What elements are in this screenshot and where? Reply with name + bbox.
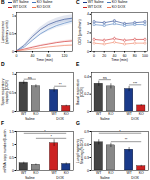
svg-text:2: 2 xyxy=(87,31,89,35)
svg-text:20: 20 xyxy=(102,53,106,57)
svg-text:0.2: 0.2 xyxy=(84,92,89,96)
svg-text:0: 0 xyxy=(87,110,89,114)
html-text:KO Saline: KO Saline xyxy=(36,0,53,4)
svg-text:80: 80 xyxy=(47,53,51,57)
html-text:WT DOX: WT DOX xyxy=(12,5,27,9)
svg-text:KO: KO xyxy=(64,112,69,116)
svg-text:120: 120 xyxy=(62,53,68,57)
html-text:WT Saline: WT Saline xyxy=(87,0,104,4)
svg-text:Saline: Saline xyxy=(25,116,35,120)
svg-text:0.9: 0.9 xyxy=(84,130,89,134)
svg-text:0.6: 0.6 xyxy=(84,143,89,147)
svg-text:*: * xyxy=(50,135,52,139)
svg-text:Basal respiration(OCR): Basal respiration(OCR) xyxy=(76,79,83,105)
svg-text:0: 0 xyxy=(87,50,89,54)
svg-text:KO: KO xyxy=(139,171,144,175)
svg-text:**: ** xyxy=(125,138,128,142)
svg-text:WT: WT xyxy=(96,112,102,116)
svg-text:0.5: 0.5 xyxy=(9,32,14,36)
html-text:G: G xyxy=(76,120,80,126)
svg-text:DOX: DOX xyxy=(56,175,64,179)
svg-text:WT: WT xyxy=(126,112,132,116)
svg-text:WT: WT xyxy=(21,171,27,175)
svg-text:WT: WT xyxy=(51,171,57,175)
svg-text:Time (min): Time (min) xyxy=(36,58,53,62)
svg-text:0: 0 xyxy=(12,169,14,173)
html-text:C: C xyxy=(76,0,80,5)
svg-text:KO: KO xyxy=(64,171,69,175)
svg-text:1: 1 xyxy=(12,143,14,147)
svg-text:OCR (pmol/min): OCR (pmol/min) xyxy=(78,19,82,44)
svg-text:ns: ns xyxy=(103,76,107,80)
svg-text:Spare respiratorycapacity (OCR: Spare respiratorycapacity (OCR) xyxy=(1,78,8,105)
html-text:E: E xyxy=(76,61,80,67)
svg-text:ns: ns xyxy=(28,76,32,80)
svg-text:1.5: 1.5 xyxy=(9,130,14,134)
svg-text:WT: WT xyxy=(96,171,102,175)
svg-text:0: 0 xyxy=(16,53,18,57)
svg-text:*: * xyxy=(44,130,46,134)
svg-text:Lung fragmentsStaining (%DCF): Lung fragmentsStaining (%DCF) xyxy=(76,138,83,164)
svg-text:40: 40 xyxy=(31,53,35,57)
svg-text:WT: WT xyxy=(126,171,132,175)
svg-text:Saline: Saline xyxy=(25,175,35,179)
svg-text:0.5: 0.5 xyxy=(9,156,14,160)
svg-text:KO: KO xyxy=(108,112,113,116)
svg-text:**: ** xyxy=(59,83,62,87)
svg-text:100: 100 xyxy=(142,53,148,57)
svg-text:DOX: DOX xyxy=(131,175,139,179)
html-text:KO Saline: KO Saline xyxy=(111,0,128,4)
svg-text:1: 1 xyxy=(12,72,14,76)
svg-text:80: 80 xyxy=(133,53,137,57)
svg-text:mRNA copy number/β-actin: mRNA copy number/β-actin xyxy=(3,130,7,173)
svg-text:DOX: DOX xyxy=(56,116,64,120)
svg-text:0: 0 xyxy=(12,50,14,54)
svg-text:0.4: 0.4 xyxy=(84,75,89,79)
svg-text:KO: KO xyxy=(139,112,144,116)
svg-text:Saline: Saline xyxy=(100,116,110,120)
svg-text:0: 0 xyxy=(87,169,89,173)
svg-text:0: 0 xyxy=(12,110,14,114)
svg-text:60: 60 xyxy=(123,53,127,57)
svg-text:DOX: DOX xyxy=(131,116,139,120)
html-text:KO DOX: KO DOX xyxy=(36,5,51,9)
svg-text:0: 0 xyxy=(93,53,95,57)
html-text:WT DOX: WT DOX xyxy=(87,5,102,9)
svg-text:1: 1 xyxy=(12,14,14,18)
svg-text:KO: KO xyxy=(33,171,38,175)
svg-text:***: *** xyxy=(133,82,138,86)
svg-text:KO: KO xyxy=(33,112,38,116)
svg-text:WT: WT xyxy=(51,112,57,116)
html-text:F: F xyxy=(1,120,5,126)
html-text:KO DOX: KO DOX xyxy=(111,5,126,9)
svg-text:3: 3 xyxy=(87,22,89,26)
svg-text:KO: KO xyxy=(108,171,113,175)
svg-text:Saline: Saline xyxy=(100,175,110,179)
svg-text:*: * xyxy=(119,130,121,134)
svg-text:4: 4 xyxy=(87,12,89,16)
html-text:B: B xyxy=(1,0,5,5)
svg-text:WT: WT xyxy=(21,112,27,116)
svg-text:Time (min): Time (min) xyxy=(111,58,128,62)
svg-text:40: 40 xyxy=(112,53,116,57)
svg-text:0.3: 0.3 xyxy=(84,156,89,160)
html-text:D: D xyxy=(1,61,5,67)
svg-text:0.5: 0.5 xyxy=(9,91,14,95)
html-text:WT Saline: WT Saline xyxy=(12,0,29,4)
svg-text:1: 1 xyxy=(87,40,89,44)
svg-text:Luminescence(arbitrary units): Luminescence(arbitrary units) xyxy=(1,20,8,44)
